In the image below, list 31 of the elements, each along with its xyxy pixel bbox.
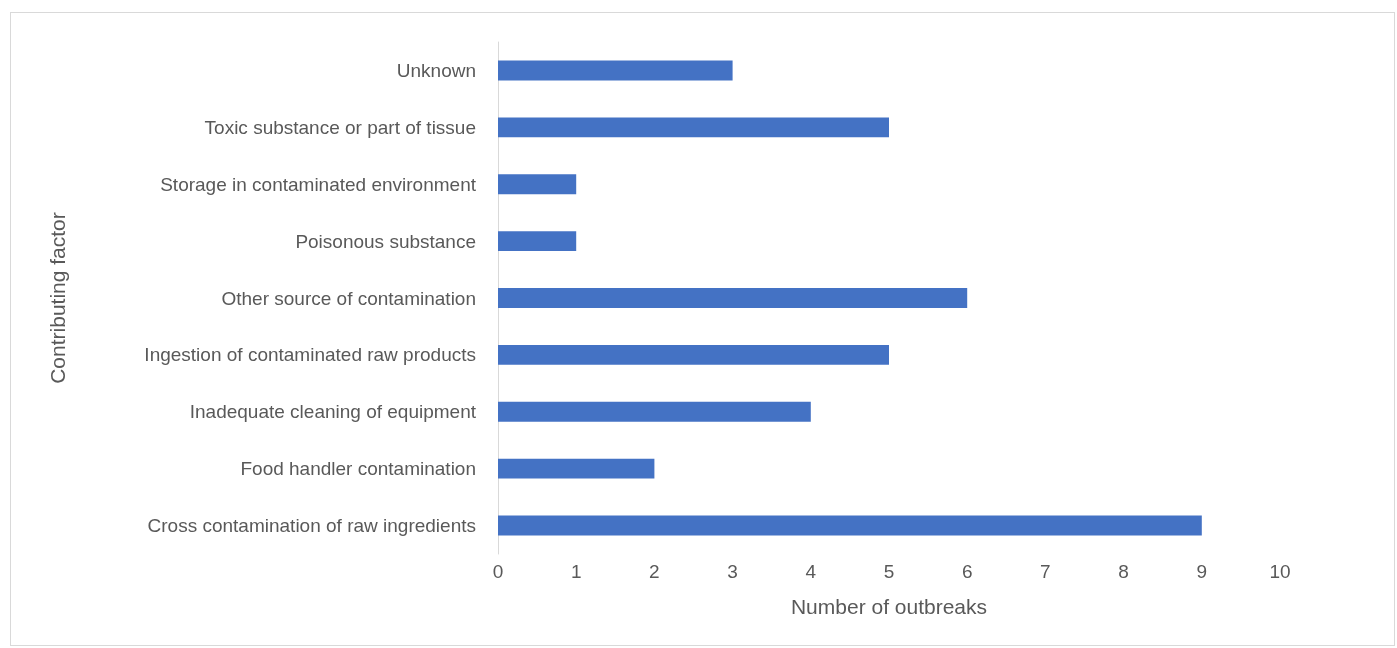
x-tick-label: 10 (1269, 561, 1291, 582)
y-tick-label: Toxic substance or part of tissue (204, 116, 476, 138)
y-tick-label: Poisonous substance (295, 230, 476, 252)
x-tick-label: 3 (727, 561, 738, 582)
x-tick-label: 4 (805, 561, 817, 582)
y-tick-label: Food handler contamination (240, 458, 476, 480)
y-tick-label: Other source of contamination (221, 287, 476, 309)
y-tick-label: Ingestion of contaminated raw products (144, 344, 476, 366)
y-tick-label: Cross contamination of raw ingredients (147, 515, 476, 537)
x-tick-label: 9 (1196, 561, 1208, 582)
bar (498, 401, 811, 422)
y-axis-title: Contributing factor (46, 212, 69, 384)
bar (498, 117, 889, 138)
bar (498, 344, 889, 365)
x-tick-label: 2 (649, 561, 660, 582)
bar (498, 288, 968, 308)
bar (498, 458, 655, 479)
y-tick-label: Unknown (396, 59, 476, 81)
x-tick-label: 6 (961, 561, 973, 582)
bar (498, 231, 577, 252)
x-tick-label: 8 (1118, 561, 1129, 582)
y-tick-label: Storage in contaminated environment (160, 173, 477, 195)
x-tick-label: 5 (883, 561, 895, 582)
y-tick-label: Inadequate cleaning of equipment (189, 401, 477, 423)
x-tick-label: 1 (570, 561, 582, 582)
x-tick-label: 0 (492, 561, 504, 582)
bar (498, 174, 577, 195)
x-tick-label: 7 (1040, 561, 1051, 582)
x-axis-title: Number of outbreaks (790, 595, 988, 618)
bar (498, 60, 733, 81)
bar (498, 515, 1202, 536)
